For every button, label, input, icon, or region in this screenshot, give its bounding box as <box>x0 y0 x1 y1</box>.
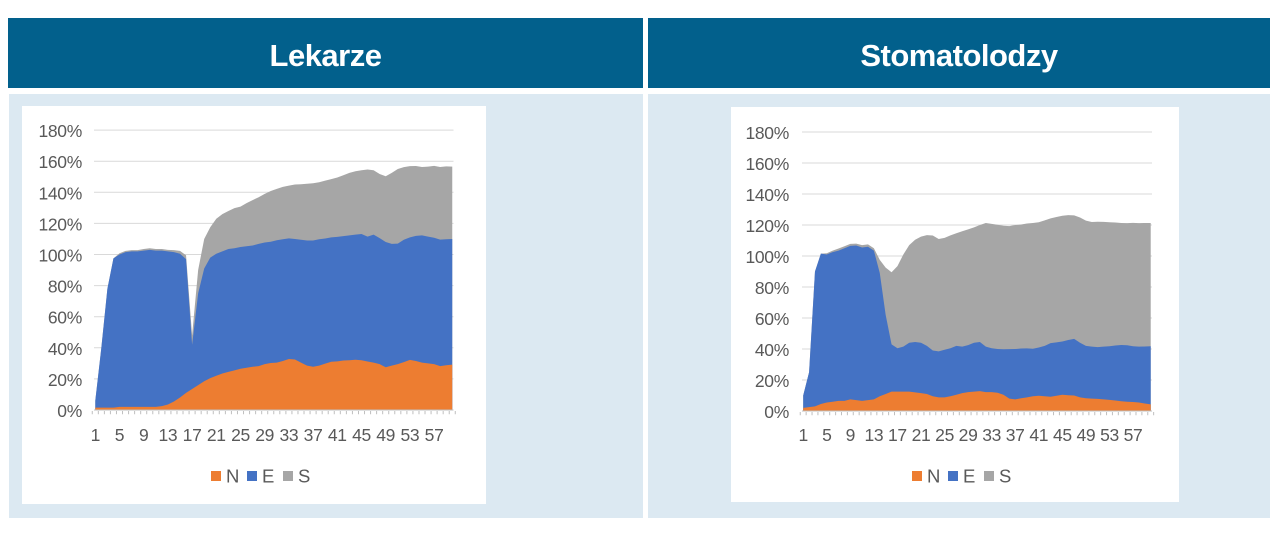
svg-text:140%: 140% <box>745 185 789 205</box>
svg-text:25: 25 <box>231 425 250 445</box>
svg-text:180%: 180% <box>745 123 789 143</box>
svg-text:57: 57 <box>425 425 444 445</box>
svg-text:17: 17 <box>183 425 202 445</box>
svg-text:49: 49 <box>1076 425 1095 445</box>
svg-text:80%: 80% <box>755 278 789 298</box>
svg-text:37: 37 <box>304 425 323 445</box>
svg-text:49: 49 <box>376 425 395 445</box>
svg-text:100%: 100% <box>38 246 82 266</box>
svg-text:20%: 20% <box>755 371 789 391</box>
svg-text:41: 41 <box>1029 425 1048 445</box>
svg-text:N: N <box>226 466 239 487</box>
svg-text:180%: 180% <box>38 121 82 141</box>
svg-text:120%: 120% <box>38 214 82 234</box>
svg-text:13: 13 <box>158 425 177 445</box>
svg-text:S: S <box>298 466 310 487</box>
svg-text:45: 45 <box>352 425 371 445</box>
svg-text:25: 25 <box>935 425 954 445</box>
svg-text:13: 13 <box>864 425 883 445</box>
svg-text:1: 1 <box>798 425 807 445</box>
svg-text:S: S <box>999 466 1011 487</box>
svg-text:N: N <box>927 466 940 487</box>
svg-text:21: 21 <box>207 425 226 445</box>
svg-text:53: 53 <box>1100 425 1119 445</box>
svg-text:E: E <box>963 466 975 487</box>
svg-text:5: 5 <box>822 425 831 445</box>
svg-text:E: E <box>262 466 274 487</box>
svg-text:57: 57 <box>1124 425 1143 445</box>
svg-text:20%: 20% <box>48 370 82 390</box>
svg-text:0%: 0% <box>57 401 82 421</box>
svg-text:160%: 160% <box>38 152 82 172</box>
svg-text:60%: 60% <box>48 308 82 328</box>
svg-text:140%: 140% <box>38 183 82 203</box>
svg-text:29: 29 <box>255 425 274 445</box>
svg-text:120%: 120% <box>745 216 789 236</box>
svg-text:37: 37 <box>1006 425 1025 445</box>
svg-text:17: 17 <box>888 425 907 445</box>
svg-text:9: 9 <box>139 425 148 445</box>
svg-text:80%: 80% <box>48 277 82 297</box>
svg-text:41: 41 <box>328 425 347 445</box>
svg-text:40%: 40% <box>48 339 82 359</box>
svg-text:5: 5 <box>115 425 124 445</box>
svg-text:1: 1 <box>91 425 100 445</box>
svg-text:160%: 160% <box>745 154 789 174</box>
svg-text:100%: 100% <box>745 247 789 267</box>
svg-text:45: 45 <box>1053 425 1072 445</box>
svg-text:29: 29 <box>959 425 978 445</box>
svg-text:21: 21 <box>912 425 931 445</box>
svg-text:53: 53 <box>400 425 419 445</box>
svg-text:9: 9 <box>846 425 855 445</box>
svg-text:40%: 40% <box>755 340 789 360</box>
svg-text:0%: 0% <box>764 402 789 422</box>
svg-text:33: 33 <box>279 425 298 445</box>
svg-text:33: 33 <box>982 425 1001 445</box>
svg-text:60%: 60% <box>755 309 789 329</box>
